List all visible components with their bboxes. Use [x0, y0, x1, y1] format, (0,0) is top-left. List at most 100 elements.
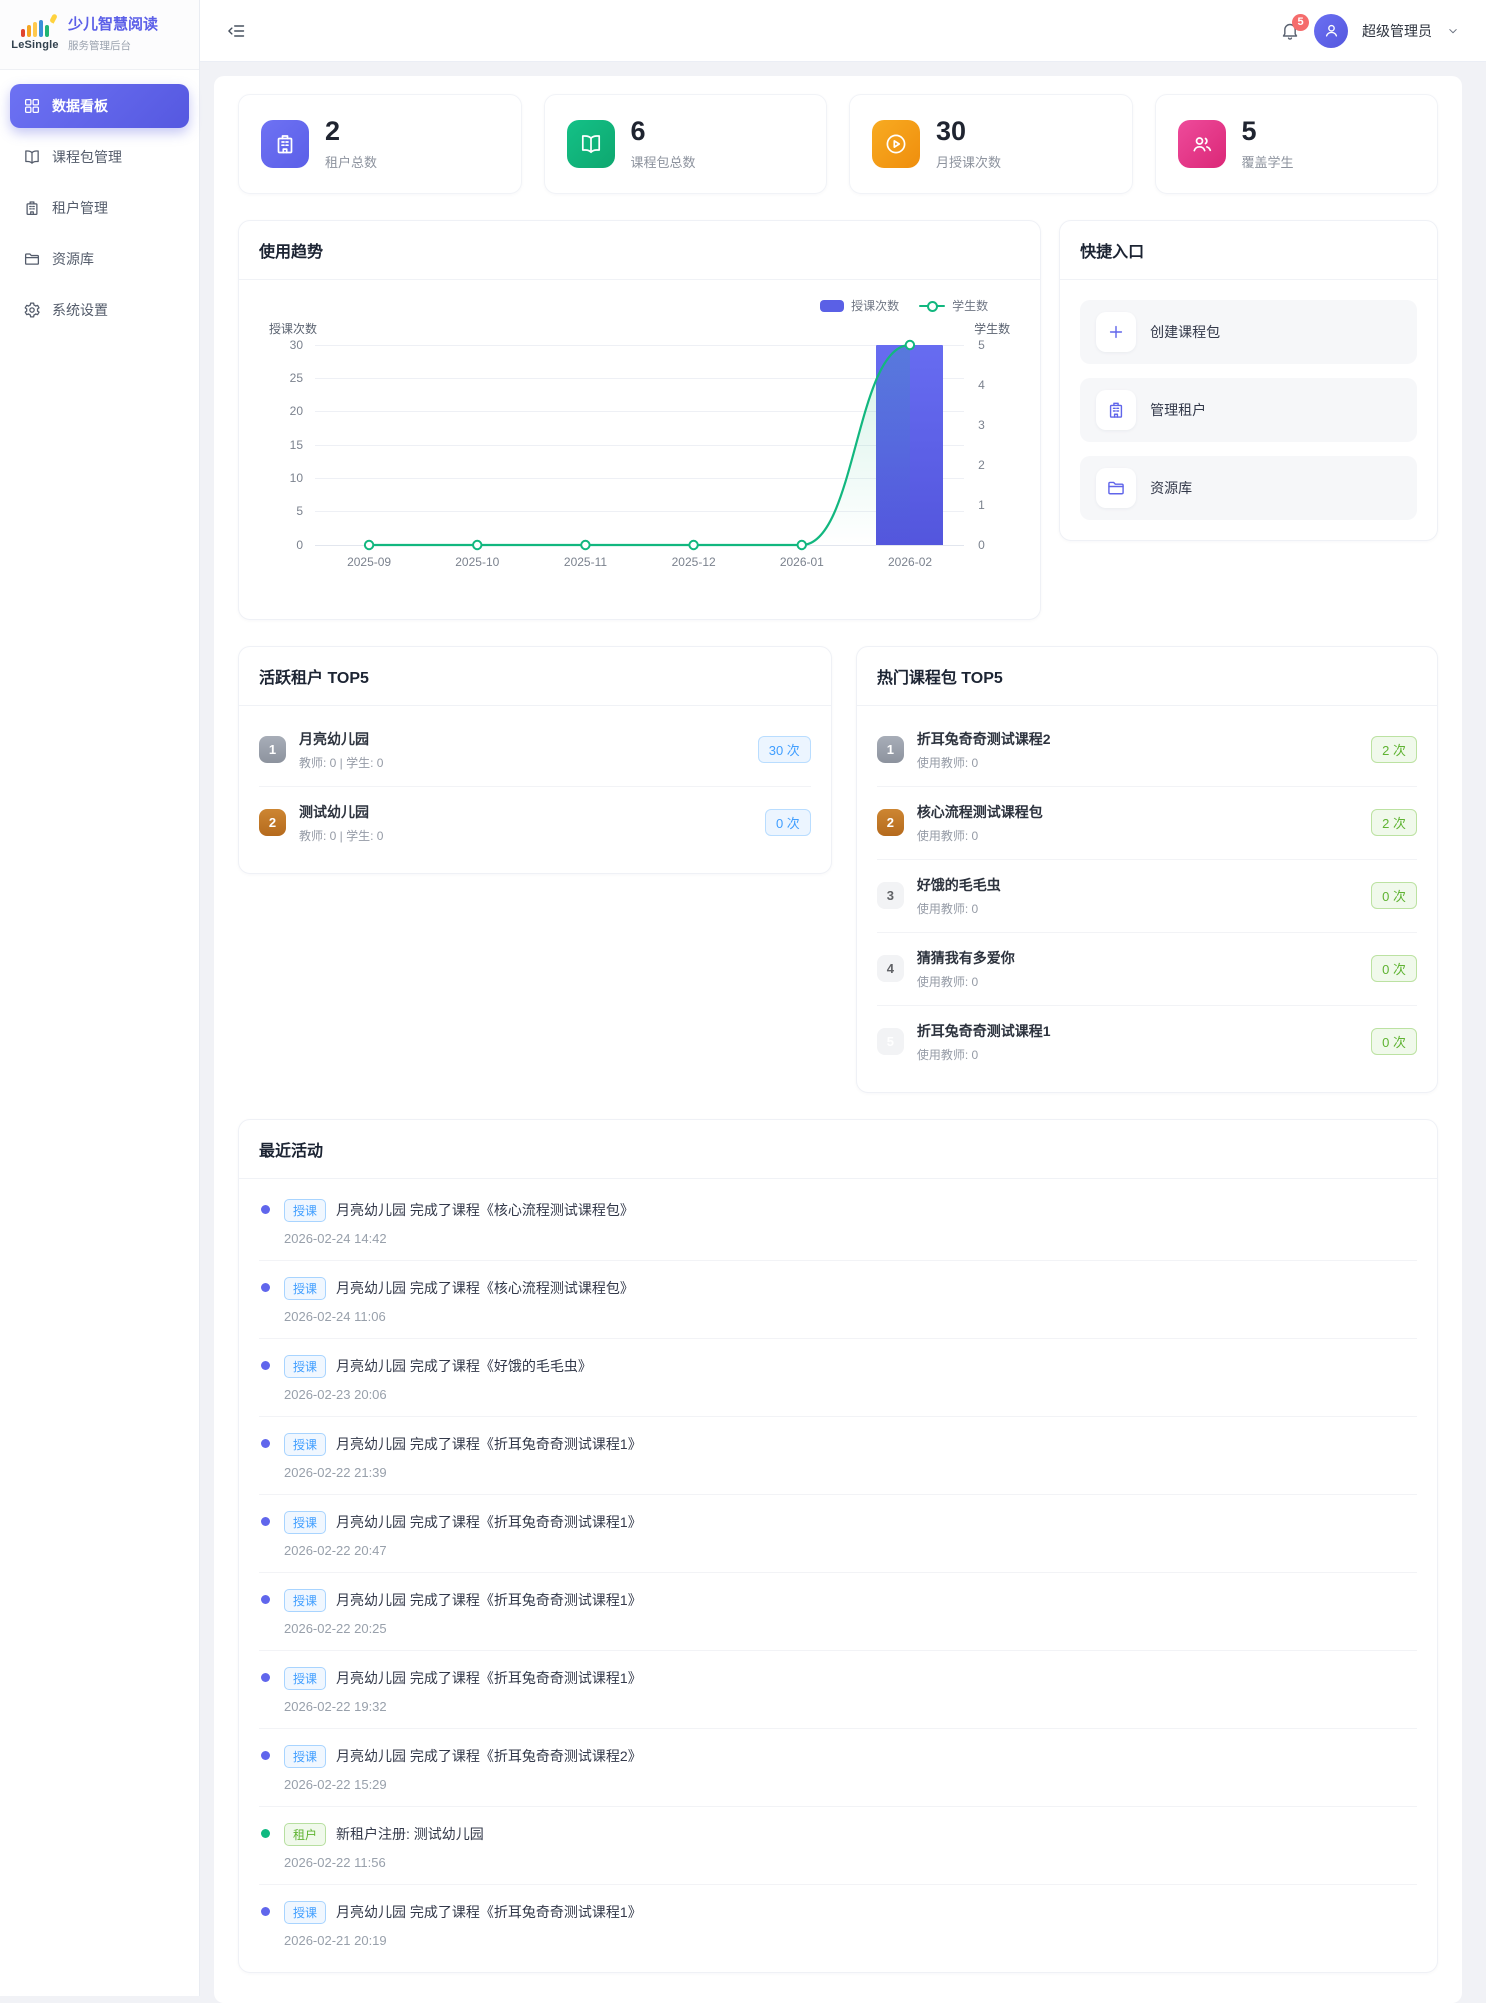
legend-item-bar: 授课次数	[820, 297, 899, 314]
activity-dot	[261, 1438, 270, 1448]
x-axis-tick: 2026-02	[888, 554, 933, 569]
quick-entry-label: 资源库	[1150, 479, 1193, 496]
package-rank-row: 1 折耳兔奇奇测试课程2 使用教师: 0 2 次	[876, 714, 1417, 787]
gridline	[315, 511, 965, 513]
building-icon	[1106, 400, 1126, 420]
package-meta: 使用教师: 0	[916, 828, 979, 843]
building-icon	[273, 132, 297, 156]
activity-timestamp: 2026-02-22 21:39	[284, 1464, 387, 1480]
activity-timestamp: 2026-02-21 20:19	[284, 1932, 387, 1948]
sidebar-item[interactable]: 系统设置	[10, 288, 189, 332]
activity-tag-badge: 授课	[284, 1744, 327, 1768]
sidebar-menu: 数据看板 课程包管理 租户管理 资源库 系统设置	[0, 70, 199, 353]
activity-dot	[261, 1516, 270, 1526]
activity-tag-badge: 授课	[284, 1510, 327, 1534]
quick-entry-icon-tile	[1096, 311, 1137, 352]
gridline	[315, 378, 965, 380]
activity-dot	[261, 1282, 270, 1292]
stat-label: 月授课次数	[936, 154, 1002, 170]
sidebar-item[interactable]: 数据看板	[10, 84, 189, 128]
line-point	[904, 339, 916, 350]
sidebar-item-label: 资源库	[52, 251, 94, 267]
activity-tag-badge: 授课	[284, 1900, 327, 1924]
stat-card: 5 覆盖学生	[1154, 94, 1438, 194]
activity-tag-badge: 授课	[284, 1432, 327, 1456]
rank-badge: 2	[259, 809, 286, 837]
activity-row: 授课 月亮幼儿园 完成了课程《折耳兔奇奇测试课程1》 2026-02-22 20…	[259, 1573, 1417, 1651]
stat-label: 课程包总数	[630, 154, 696, 170]
activity-text: 月亮幼儿园 完成了课程《折耳兔奇奇测试课程1》	[336, 1514, 642, 1531]
x-axis-tick: 2025-10	[455, 554, 500, 569]
brand-logo-text: LeSingle	[11, 38, 59, 51]
quick-entry-icon-tile	[1096, 467, 1137, 508]
quick-entry-icon-tile	[1096, 389, 1137, 430]
usage-count-badge: 2 次	[1371, 809, 1417, 837]
sidebar-item[interactable]: 资源库	[10, 237, 189, 281]
sidebar-item-label: 系统设置	[52, 302, 108, 318]
gridline	[315, 344, 965, 346]
people-icon	[1190, 132, 1214, 156]
activity-timestamp: 2026-02-24 11:06	[284, 1308, 386, 1324]
x-axis-tick: 2025-09	[347, 554, 392, 569]
notification-bell[interactable]: 5	[1280, 13, 1309, 41]
activity-dot	[261, 1828, 270, 1838]
grid-icon	[23, 97, 41, 115]
notification-badge: 5	[1292, 13, 1309, 31]
sidebar-collapse-icon[interactable]	[226, 21, 246, 41]
rank-badge: 4	[876, 955, 904, 983]
sidebar-item-label: 课程包管理	[52, 149, 122, 165]
gridline	[315, 411, 965, 413]
chart-plot: 30 25 20 15 10 5 0 5 4 3 2 1 0	[290, 338, 985, 552]
quick-entry-item[interactable]: 创建课程包	[1080, 299, 1417, 364]
activity-dot	[261, 1906, 270, 1916]
tenant-meta: 教师: 0 | 学生: 0	[299, 755, 384, 770]
avatar[interactable]	[1314, 13, 1348, 48]
activity-row: 授课 月亮幼儿园 完成了课程《核心流程测试课程包》 2026-02-24 14:…	[259, 1183, 1417, 1261]
chevron-down-icon[interactable]	[1446, 24, 1460, 38]
active-tenants-card: 活跃租户 TOP5 1 月亮幼儿园 教师: 0 | 学生: 0 30 次 2	[238, 645, 832, 874]
quick-entry-card: 快捷入口 创建课程包 管理租户	[1059, 219, 1438, 541]
activity-row: 授课 月亮幼儿园 完成了课程《折耳兔奇奇测试课程2》 2026-02-22 15…	[259, 1729, 1417, 1807]
recent-activity-header: 最近活动	[239, 1120, 1437, 1179]
activity-text: 月亮幼儿园 完成了课程《折耳兔奇奇测试课程2》	[336, 1748, 642, 1765]
right-axis-tick: 2	[978, 457, 985, 472]
left-axis-name: 授课次数	[269, 321, 318, 336]
stat-card: 30 月授课次数	[849, 94, 1133, 194]
sidebar-item[interactable]: 租户管理	[10, 186, 189, 230]
dashboard-container: 2 租户总数 6 课程包总数 30	[214, 76, 1462, 2003]
activity-row: 授课 月亮幼儿园 完成了课程《折耳兔奇奇测试课程1》 2026-02-22 19…	[259, 1651, 1417, 1729]
activity-tag-badge: 授课	[284, 1198, 327, 1222]
activity-timestamp: 2026-02-22 20:47	[284, 1542, 387, 1558]
folder-icon	[23, 250, 41, 268]
usage-trend-chart: 授课次数 学生数 授课次数 学生数 30 25 20 15 10 5 0 5 4 3 2 1 0	[239, 280, 1040, 569]
right-axis-tick: 5	[978, 337, 985, 352]
usage-trend-card: 使用趋势 授课次数 学生数 授课次数	[238, 219, 1042, 620]
usage-count-badge: 2 次	[1371, 736, 1417, 764]
activity-text: 月亮幼儿园 完成了课程《核心流程测试课程包》	[336, 1280, 634, 1297]
activity-text: 月亮幼儿园 完成了课程《折耳兔奇奇测试课程1》	[336, 1592, 642, 1609]
quick-entry-label: 创建课程包	[1150, 323, 1221, 340]
activity-text: 月亮幼儿园 完成了课程《折耳兔奇奇测试课程1》	[336, 1436, 642, 1453]
left-axis-tick: 0	[296, 537, 303, 552]
package-name: 核心流程测试课程包	[916, 803, 1043, 820]
quick-entry-item[interactable]: 资源库	[1080, 455, 1417, 520]
activity-tag-badge: 授课	[284, 1588, 327, 1612]
stat-value: 5	[1241, 116, 1257, 146]
hot-packages-card: 热门课程包 TOP5 1 折耳兔奇奇测试课程2 使用教师: 0 2 次 2	[855, 645, 1438, 1093]
activity-dot	[261, 1204, 270, 1214]
package-rank-row: 2 核心流程测试课程包 使用教师: 0 2 次	[876, 787, 1417, 860]
sidebar-item[interactable]: 课程包管理	[10, 135, 189, 179]
stat-label: 覆盖学生	[1241, 154, 1294, 170]
activity-dot	[261, 1360, 270, 1370]
right-axis-tick: 4	[978, 377, 985, 392]
package-rank-row: 4 猜猜我有多爱你 使用教师: 0 0 次	[876, 933, 1417, 1006]
tenant-rank-row: 2 测试幼儿园 教师: 0 | 学生: 0 0 次	[259, 787, 811, 859]
quick-entry-item[interactable]: 管理租户	[1080, 377, 1417, 442]
line-series-svg	[363, 339, 916, 550]
activity-row: 授课 月亮幼儿园 完成了课程《折耳兔奇奇测试课程1》 2026-02-22 20…	[259, 1495, 1417, 1573]
package-meta: 使用教师: 0	[916, 974, 979, 989]
active-tenants-list: 1 月亮幼儿园 教师: 0 | 学生: 0 30 次 2 测试幼儿园 教师: 0…	[239, 706, 831, 873]
line-point	[580, 539, 591, 550]
book-icon	[579, 132, 603, 156]
brand-logo: LeSingle	[11, 12, 59, 51]
